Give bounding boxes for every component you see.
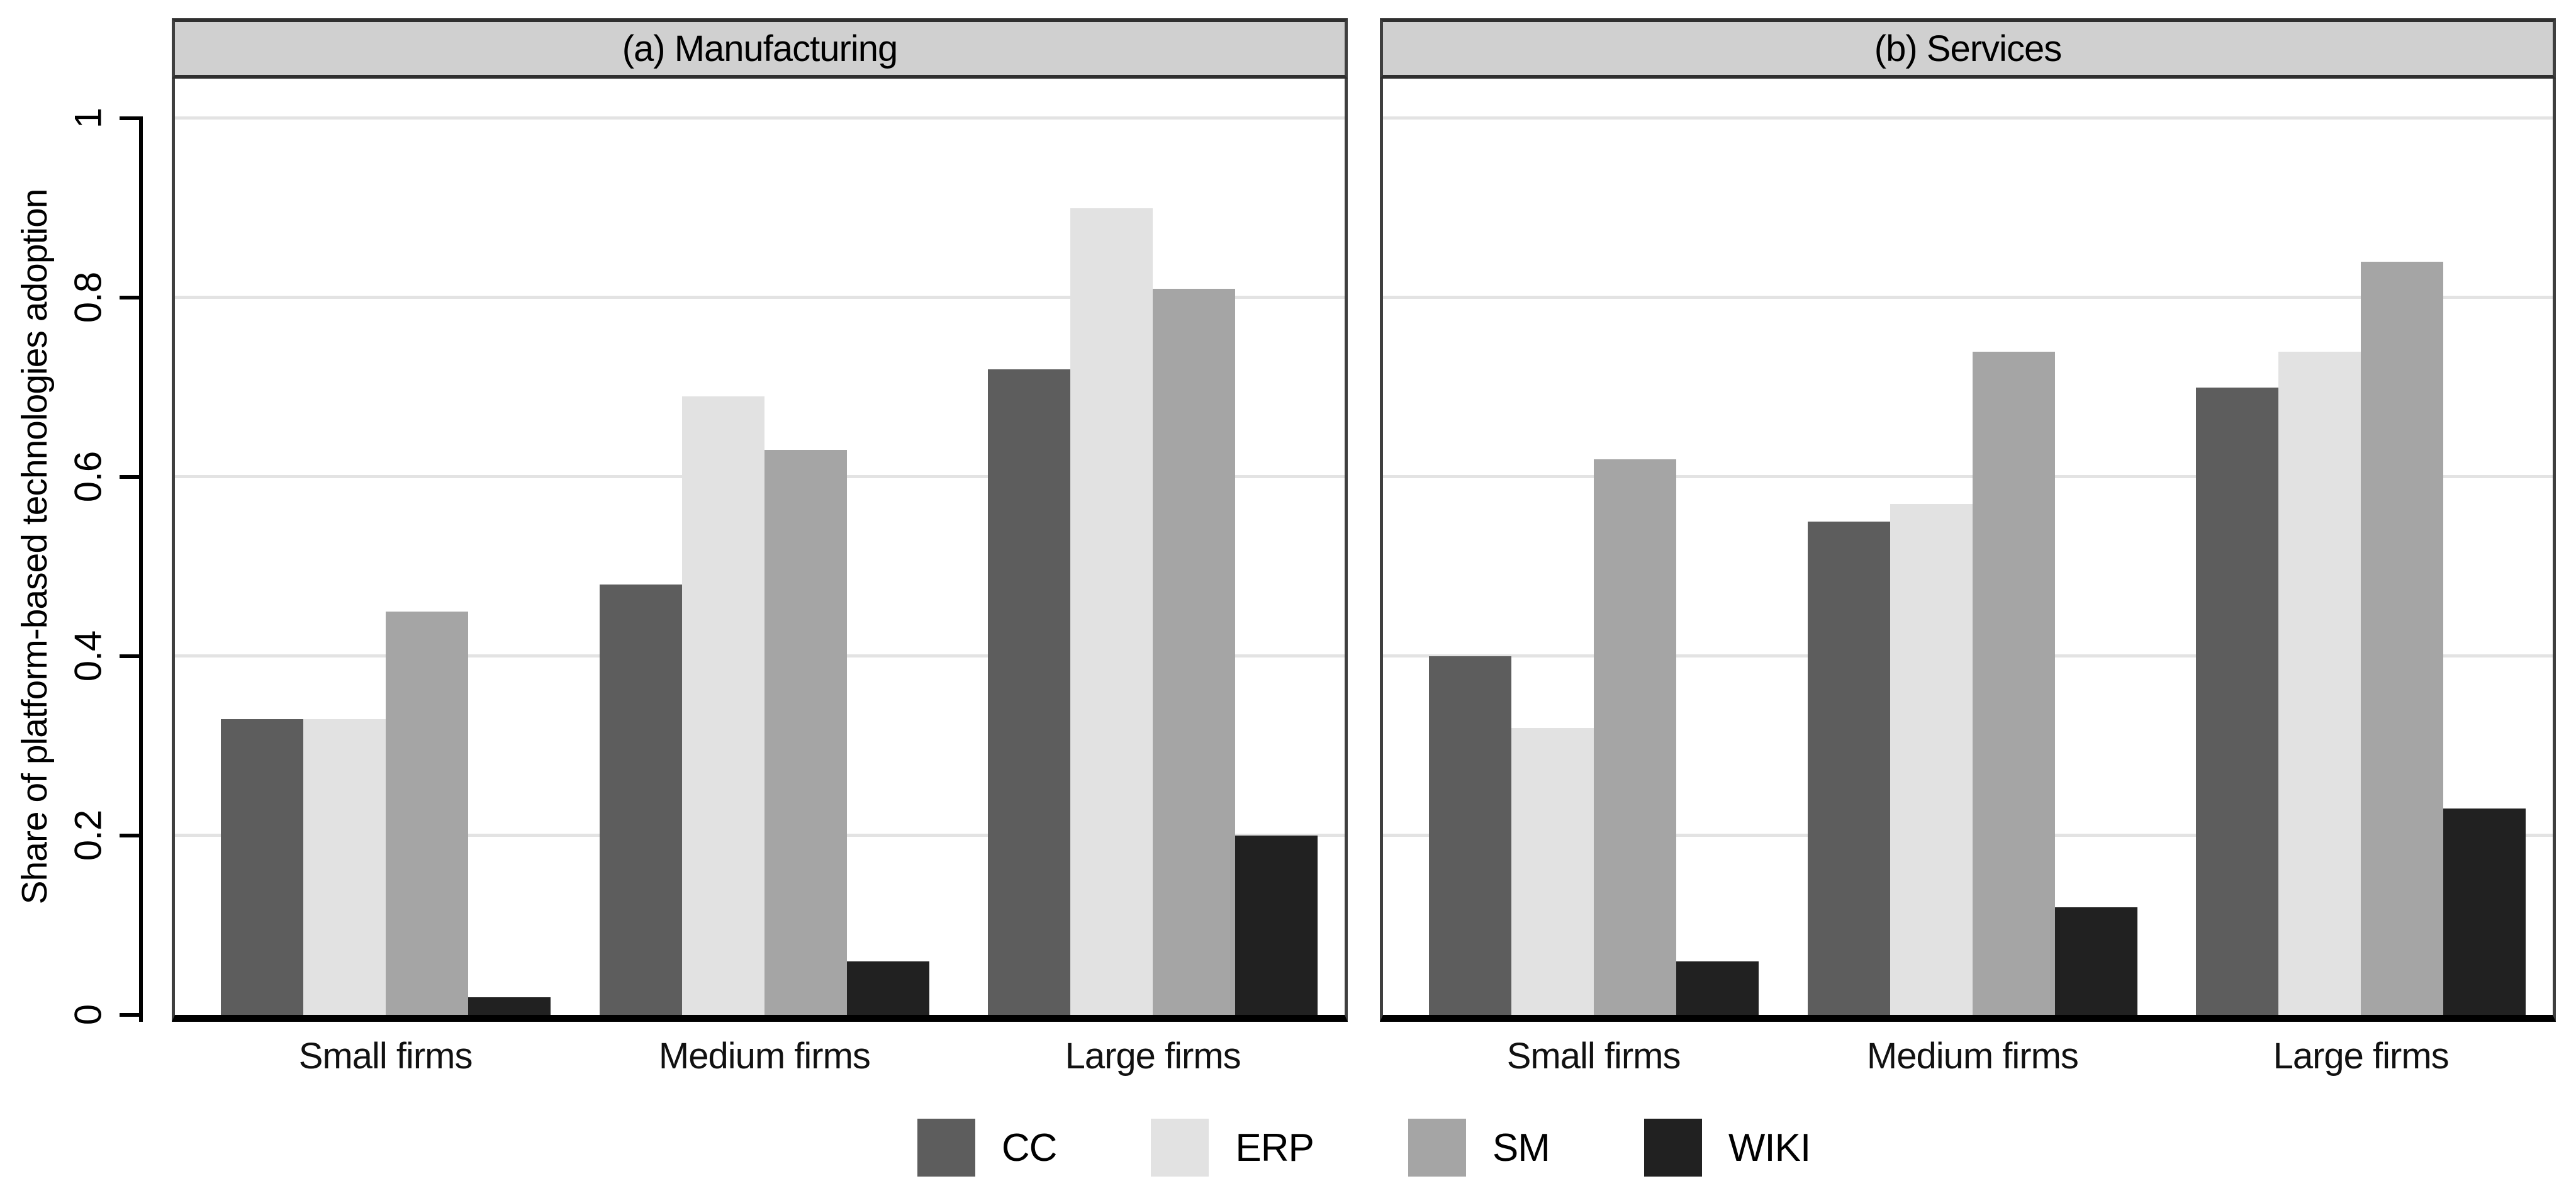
panel-plot-area <box>172 79 1348 1022</box>
legend-label: WIKI <box>1728 1126 1811 1170</box>
y-axis-title: Share of platform-based technologies ado… <box>14 189 55 905</box>
panel-header: (b) Services <box>1380 18 2556 79</box>
panel-services: (b) Services <box>1380 18 2556 1022</box>
bar-cc <box>2196 387 2279 1015</box>
y-tick-mark <box>120 475 143 479</box>
y-tick-label: 1 <box>67 108 109 129</box>
panel-header: (a) Manufacturing <box>172 18 1348 79</box>
y-tick-mark <box>120 116 143 120</box>
bar-wiki <box>468 997 551 1015</box>
y-axis-line <box>139 118 143 1022</box>
bar-erp <box>303 719 386 1015</box>
gridline <box>175 296 1345 299</box>
x-category-label: Small firms <box>1506 1036 1681 1077</box>
legend-label: ERP <box>1235 1126 1314 1170</box>
legend-item-cc: CC <box>917 1119 1057 1177</box>
legend-item-sm: SM <box>1408 1119 1550 1177</box>
legend: CC ERP SM WIKI <box>172 1119 2556 1177</box>
y-tick-mark <box>120 296 143 299</box>
bar-wiki <box>1235 836 1318 1015</box>
bar-wiki <box>1676 961 1759 1015</box>
bar-erp <box>2278 351 2361 1015</box>
legend-label: CC <box>1001 1126 1058 1170</box>
gridline <box>1383 116 2553 120</box>
bar-wiki <box>846 961 929 1015</box>
bar-cluster-large-firms <box>988 208 1318 1015</box>
bar-erp <box>1070 208 1153 1015</box>
bar-cluster-small-firms <box>1428 459 1759 1015</box>
panel-title: (a) Manufacturing <box>622 28 899 69</box>
y-tick-label: 0.6 <box>67 451 109 503</box>
bar-cc <box>220 719 303 1015</box>
bar-erp <box>1890 503 1973 1015</box>
bar-sm <box>2361 262 2444 1015</box>
gridline <box>175 116 1345 120</box>
bar-cluster-medium-firms <box>1807 351 2137 1015</box>
bar-sm <box>385 611 468 1015</box>
y-tick-label: 0.8 <box>67 272 109 323</box>
bar-cluster-large-firms <box>2196 262 2526 1015</box>
legend-label: SM <box>1492 1126 1550 1170</box>
bar-wiki <box>2443 809 2526 1015</box>
gridline <box>1383 296 2553 299</box>
bar-sm <box>764 450 847 1015</box>
bar-cc <box>599 585 682 1015</box>
x-category-label: Large firms <box>2273 1036 2450 1077</box>
x-category-label: Small firms <box>298 1036 473 1077</box>
bar-cluster-small-firms <box>220 611 551 1015</box>
bar-cc <box>988 369 1071 1015</box>
panel-manufacturing: (a) Manufacturing <box>172 18 1348 1022</box>
y-tick-label: 0.4 <box>67 630 109 682</box>
x-category-label: Large firms <box>1065 1036 1241 1077</box>
bar-wiki <box>2054 907 2137 1015</box>
legend-swatch-cc <box>917 1119 975 1177</box>
y-tick-mark <box>120 654 143 658</box>
x-category-label: Medium firms <box>1866 1036 2079 1077</box>
bar-erp <box>1511 728 1594 1015</box>
bar-sm <box>1153 288 1236 1015</box>
y-tick-mark <box>120 1013 143 1017</box>
legend-item-wiki: WIKI <box>1644 1119 1811 1177</box>
legend-swatch-wiki <box>1644 1119 1702 1177</box>
y-tick-label: 0.2 <box>67 810 109 861</box>
gridline <box>1383 475 2553 478</box>
bar-cluster-medium-firms <box>599 396 929 1015</box>
y-tick-label: 0 <box>67 1004 109 1026</box>
panel-title: (b) Services <box>1874 28 2062 69</box>
legend-swatch-sm <box>1408 1119 1466 1177</box>
y-tick-mark <box>120 834 143 837</box>
panel-plot-area <box>1380 79 2556 1022</box>
bar-sm <box>1972 351 2055 1015</box>
bar-cc <box>1428 656 1511 1015</box>
legend-item-erp: ERP <box>1151 1119 1314 1177</box>
x-category-label: Medium firms <box>658 1036 871 1077</box>
bar-erp <box>681 396 764 1015</box>
legend-swatch-erp <box>1151 1119 1209 1177</box>
bar-sm <box>1593 459 1676 1015</box>
bar-cc <box>1807 522 1890 1015</box>
